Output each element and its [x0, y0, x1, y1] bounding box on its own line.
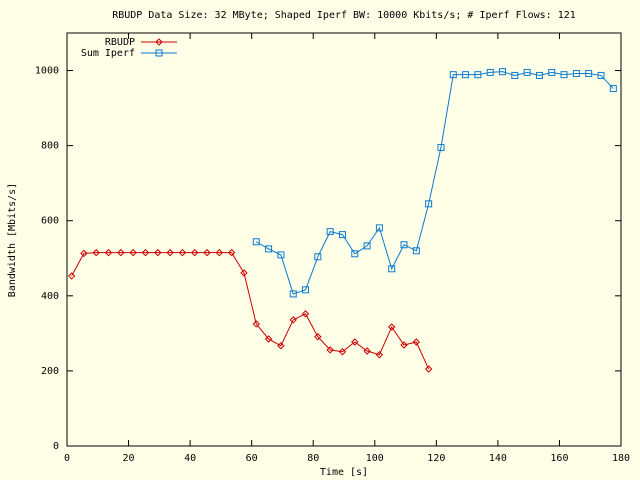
point: [375, 224, 383, 232]
point: [338, 348, 347, 356]
point: [449, 71, 457, 79]
y-tick-label: 800: [41, 141, 59, 152]
point: [351, 338, 359, 346]
series-line: [256, 71, 614, 295]
point: [388, 265, 396, 273]
point: [314, 253, 322, 261]
point: [462, 71, 470, 79]
y-axis-label: Bandwidth [Mbits/s]: [7, 183, 18, 297]
point: [535, 71, 543, 79]
point: [240, 269, 248, 277]
x-tick-label: 20: [123, 453, 135, 464]
point: [400, 341, 408, 349]
point: [215, 248, 224, 257]
x-tick-label: 140: [489, 453, 507, 464]
legend-label: RBUDP: [105, 37, 135, 48]
point: [117, 248, 125, 257]
x-tick-label: 160: [550, 453, 568, 464]
legend-marker: [155, 38, 163, 46]
x-tick-label: 180: [612, 453, 630, 464]
point: [572, 70, 580, 78]
point: [129, 248, 137, 257]
point: [338, 231, 346, 239]
point: [301, 310, 310, 318]
point: [363, 242, 371, 250]
point: [178, 248, 187, 257]
y-tick-label: 600: [41, 216, 59, 227]
point: [67, 272, 76, 280]
y-tick-label: 1000: [35, 66, 59, 77]
chart-title: RBUDP Data Size: 32 MByte; Shaped Iperf …: [112, 10, 576, 21]
point: [203, 248, 211, 257]
point: [585, 70, 593, 78]
point: [425, 200, 433, 208]
x-tick-label: 80: [307, 453, 319, 464]
plot-border: [66, 32, 622, 447]
y-tick-label: 400: [41, 291, 59, 302]
point: [511, 71, 519, 79]
point: [154, 248, 162, 257]
point: [326, 346, 334, 354]
point: [191, 248, 199, 257]
point: [474, 71, 482, 79]
point: [437, 144, 445, 152]
point: [424, 365, 433, 373]
point: [302, 286, 310, 294]
point: [141, 248, 150, 257]
x-tick-label: 0: [64, 453, 70, 464]
point: [252, 320, 260, 328]
point: [363, 347, 371, 355]
point: [499, 68, 507, 76]
x-axis-label: Time [s]: [320, 467, 368, 478]
x-tick-label: 100: [366, 453, 384, 464]
point: [265, 245, 273, 253]
point: [375, 351, 384, 359]
point: [227, 248, 236, 257]
point: [289, 290, 297, 298]
x-tick-label: 40: [184, 453, 196, 464]
point: [277, 342, 285, 350]
y-tick-label: 200: [41, 366, 59, 377]
point: [560, 71, 568, 79]
x-tick-label: 60: [246, 453, 258, 464]
point: [412, 247, 420, 255]
y-tick-label: 0: [53, 441, 59, 452]
point: [326, 228, 334, 236]
point: [277, 251, 285, 259]
point: [80, 249, 88, 258]
x-tick-label: 120: [427, 453, 445, 464]
point: [264, 335, 273, 343]
point: [314, 333, 322, 341]
point: [412, 338, 421, 346]
point: [609, 85, 617, 93]
point: [166, 248, 174, 257]
legend-marker: [155, 49, 163, 57]
point: [289, 316, 297, 324]
point: [387, 323, 396, 331]
point: [92, 248, 100, 257]
point: [351, 250, 359, 258]
point: [252, 238, 260, 246]
point: [486, 68, 494, 76]
legend-label: Sum Iperf: [81, 48, 135, 59]
point: [523, 68, 531, 76]
point: [104, 248, 113, 257]
point: [400, 241, 408, 249]
point: [548, 68, 556, 76]
point: [597, 71, 605, 79]
